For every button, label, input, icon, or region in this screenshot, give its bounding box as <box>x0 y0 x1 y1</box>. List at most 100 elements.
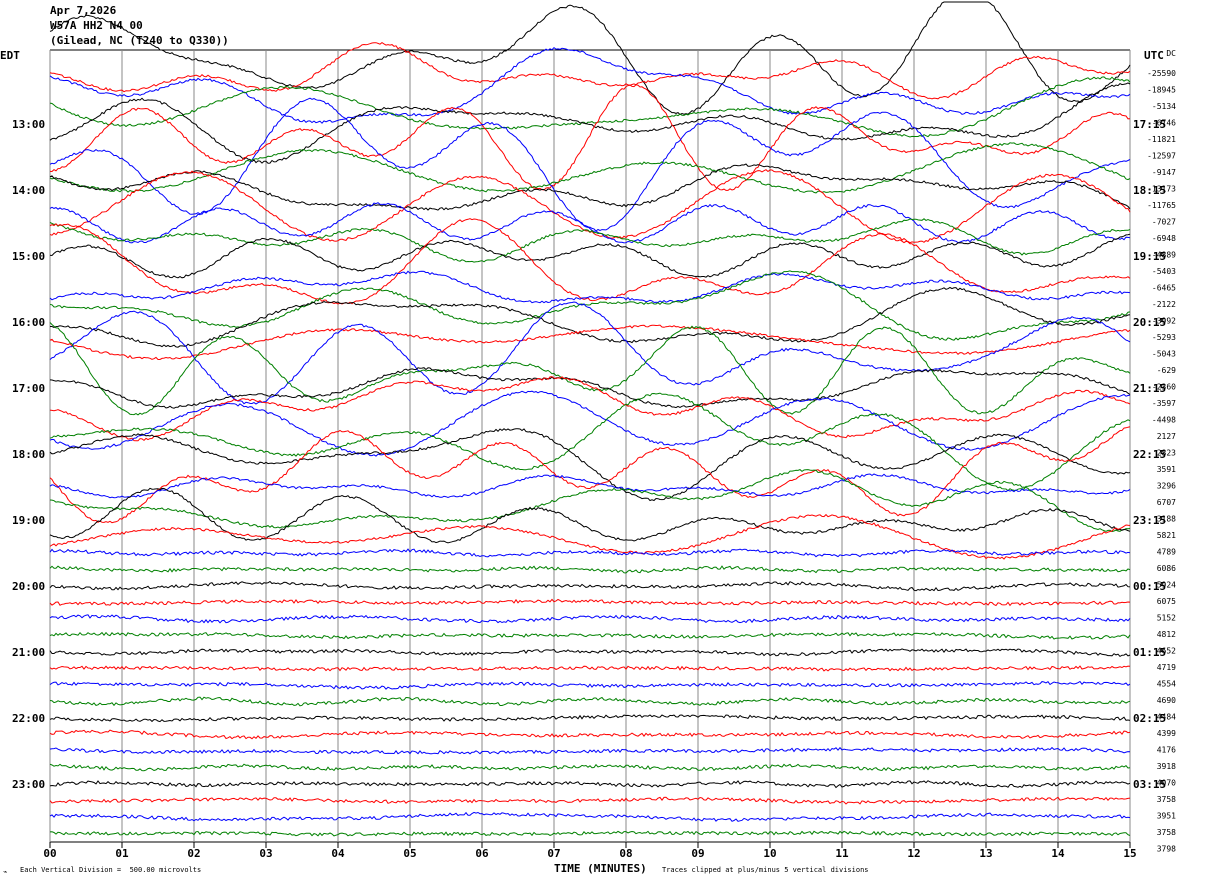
trace-offset-label: -11765 <box>1147 201 1176 210</box>
x-tick-label: 06 <box>475 847 489 860</box>
trace-offset-label: -11821 <box>1147 135 1176 144</box>
trace-row-48 <box>49 830 1131 837</box>
trace-offset-label: 2823 <box>1157 449 1176 458</box>
trace-offset-label: 4399 <box>1157 729 1176 738</box>
trace-offset-label: -6465 <box>1152 284 1176 293</box>
trace-row-35 <box>49 614 1131 624</box>
left-hour-label: 13:00 <box>12 118 45 131</box>
x-tick-label: 15 <box>1123 847 1136 860</box>
trace-row-18 <box>49 324 1131 360</box>
right-hour-label: 02:15 <box>1133 712 1166 725</box>
trace-offset-label: -5043 <box>1152 350 1176 359</box>
left-hour-label: 16:00 <box>12 316 45 329</box>
trace-offset-label: 2127 <box>1157 432 1176 441</box>
trace-row-27 <box>49 473 1131 499</box>
trace-offset-label: 4070 <box>1157 779 1176 788</box>
left-hour-label: 23:00 <box>12 778 45 791</box>
trace-row-1 <box>49 1 1131 116</box>
x-tick-label: 14 <box>1051 847 1065 860</box>
scale-note: Each Vertical Division = 500.00 microvol… <box>20 866 202 874</box>
trace-row-9 <box>49 163 1131 211</box>
trace-offset-label: 5924 <box>1157 581 1176 590</box>
trace-offset-label: -12597 <box>1147 152 1176 161</box>
trace-row-39 <box>49 680 1131 690</box>
header-station: W57A HH2 N4 00 <box>50 19 143 32</box>
trace-offset-label: 4176 <box>1157 746 1176 755</box>
trace-row-22 <box>49 376 1131 442</box>
x-axis-title: TIME (MINUTES) <box>554 862 647 875</box>
left-hour-label: 17:00 <box>12 382 45 395</box>
trace-offset-label: DC <box>1166 49 1176 58</box>
trace-offset-label: 5821 <box>1157 531 1176 540</box>
x-tick-label: 12 <box>907 847 920 860</box>
trace-row-38 <box>49 665 1131 672</box>
x-tick-label: 08 <box>619 847 632 860</box>
trace-row-14 <box>49 218 1131 305</box>
trace-row-33 <box>49 580 1131 592</box>
trace-row-36 <box>49 631 1131 640</box>
trace-offset-label: 6707 <box>1157 498 1176 507</box>
trace-offset-label: 3591 <box>1157 465 1176 474</box>
trace-offset-label: -25590 <box>1147 69 1176 78</box>
trace-row-7 <box>49 97 1131 232</box>
trace-row-23 <box>49 390 1131 457</box>
trace-offset-label: -6948 <box>1152 234 1176 243</box>
trace-row-5 <box>49 82 1131 164</box>
left-hour-label: 18:00 <box>12 448 45 461</box>
trace-row-37 <box>49 648 1131 658</box>
trace-row-26 <box>49 426 1131 524</box>
trace-offset-label: 4719 <box>1157 663 1176 672</box>
right-timezone-label: UTC <box>1144 49 1164 62</box>
left-hour-label: 21:00 <box>12 646 45 659</box>
trace-offset-label: -6746 <box>1152 119 1176 128</box>
trace-row-43 <box>49 746 1131 755</box>
trace-offset-label: 4484 <box>1157 713 1176 722</box>
right-hour-label: 01:15 <box>1133 646 1166 659</box>
right-hour-label: 20:15 <box>1133 316 1166 329</box>
trace-offset-label: 4652 <box>1157 647 1176 656</box>
trace-row-41 <box>49 714 1131 723</box>
x-tick-label: 05 <box>403 847 416 860</box>
x-tick-label: 01 <box>115 847 129 860</box>
trace-row-24 <box>49 392 1131 492</box>
right-hour-label: 18:15 <box>1133 184 1166 197</box>
trace-offset-label: -629 <box>1157 366 1176 375</box>
trace-offset-label: 4812 <box>1157 630 1176 639</box>
trace-row-21 <box>49 367 1131 409</box>
trace-offset-label: -5134 <box>1152 102 1176 111</box>
trace-offset-label: 3758 <box>1157 828 1176 837</box>
trace-row-12 <box>49 218 1131 263</box>
trace-offset-label: -13173 <box>1147 185 1176 194</box>
trace-row-19 <box>49 301 1131 405</box>
x-tick-label: 02 <box>187 847 200 860</box>
x-tick-label: 09 <box>691 847 704 860</box>
x-tick-label: 03 <box>259 847 272 860</box>
trace-row-30 <box>49 513 1131 560</box>
header-location: (Gilead, NC (T240 to Q330)) <box>50 34 229 47</box>
x-tick-label: 00 <box>43 847 56 860</box>
trace-row-20 <box>49 322 1131 416</box>
trace-row-8 <box>49 142 1131 194</box>
right-hour-label: 03:15 <box>1133 778 1166 791</box>
right-hour-label: 22:15 <box>1133 448 1166 461</box>
trace-row-28 <box>49 469 1131 533</box>
trace-row-45 <box>49 780 1131 789</box>
trace-offset-label: -2360 <box>1152 383 1176 392</box>
trace-offset-label: -9147 <box>1152 168 1176 177</box>
trace-row-32 <box>49 565 1131 574</box>
trace-offset-label: -2122 <box>1152 300 1176 309</box>
trace-row-4 <box>49 76 1131 138</box>
trace-row-47 <box>49 811 1131 822</box>
trace-offset-label: 4690 <box>1157 696 1176 705</box>
x-tick-label: 13 <box>979 847 992 860</box>
trace-row-44 <box>49 763 1131 772</box>
right-hour-label: 17:15 <box>1133 118 1166 131</box>
x-tick-label: 11 <box>835 847 849 860</box>
left-hour-label: 15:00 <box>12 250 45 263</box>
traces-group <box>49 1 1131 837</box>
trace-row-42 <box>49 729 1131 740</box>
trace-row-3 <box>49 47 1131 124</box>
left-hour-label: 20:00 <box>12 580 45 593</box>
trace-row-16 <box>49 270 1131 341</box>
